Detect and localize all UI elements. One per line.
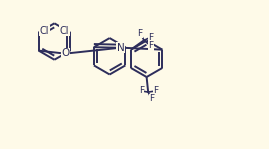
Text: F: F	[153, 86, 158, 95]
Text: F: F	[148, 41, 154, 50]
Text: F: F	[139, 86, 144, 95]
Text: N: N	[117, 43, 124, 53]
Text: F: F	[148, 33, 154, 42]
Text: F: F	[149, 94, 154, 104]
Text: Cl: Cl	[40, 26, 49, 36]
Text: F: F	[137, 29, 143, 38]
Text: Cl: Cl	[60, 26, 69, 36]
Text: O: O	[61, 48, 69, 58]
